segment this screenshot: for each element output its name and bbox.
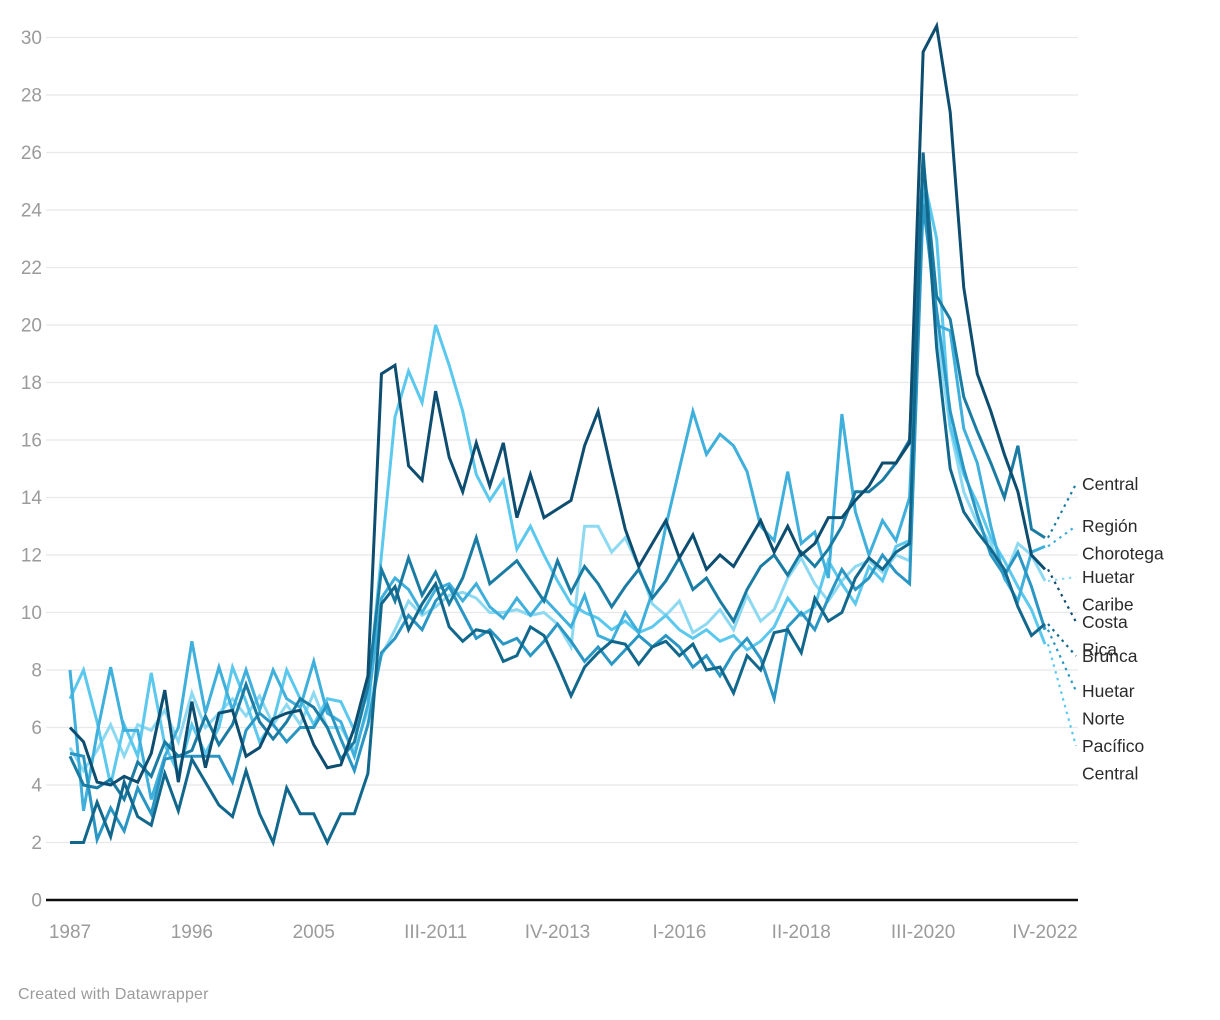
x-tick-label-III-2020: III-2020 [891,922,955,943]
x-tick-label-2005: 2005 [293,922,335,943]
x-tick-label-I-2016: I-2016 [652,922,706,943]
y-tick-label-24: 24 [21,201,43,222]
series-label-huetar-norte[interactable]: Huetar Norte [1082,681,1135,729]
series-line-central[interactable] [68,158,1046,803]
series-line-huetar-caribe[interactable] [68,186,1047,774]
y-tick-label-28: 28 [21,86,42,107]
y-tick-label-18: 18 [21,373,42,394]
label-leader-huetar-norte [1046,629,1078,692]
x-tick-label-II-2018: II-2018 [772,922,831,943]
y-tick-label-0: 0 [31,891,42,912]
x-tick-label-IV-2022: IV-2022 [1012,922,1078,943]
datawrapper-credit: Created with Datawrapper [18,986,209,1003]
series-line-huetar-norte[interactable] [69,204,1047,845]
label-leader-huetar-caribe [1047,575,1077,582]
x-tick-label-1996: 1996 [171,922,213,943]
label-leader-regi-n-chorotega [1047,525,1077,548]
label-leader-central [1047,483,1077,539]
x-tick-label-III-2011: III-2011 [404,922,467,943]
line-chart: 0 2 4 6 8 10 12 14 16 18 20 22 24 26 28 30 1987 1996 2005 I… [21,21,1164,943]
y-tick-label-6: 6 [31,718,42,739]
y-tick-label-12: 12 [21,546,42,567]
x-tick-label-IV-2013: IV-2013 [525,922,591,943]
label-leader-costa-rica [1047,568,1077,623]
y-tick-label-4: 4 [31,776,42,797]
label-leader-pac-fico-central [1046,643,1078,747]
series-line-brunca[interactable] [70,152,1046,847]
y-tick-label-10: 10 [21,603,42,624]
y-tick-label-20: 20 [21,316,42,337]
y-tick-label-22: 22 [21,258,42,279]
y-tick-label-2: 2 [31,833,42,854]
y-tick-label-16: 16 [21,431,42,452]
label-leader-brunca [1047,623,1077,657]
y-tick-label-26: 26 [21,143,42,164]
x-tick-label-1987: 1987 [49,922,91,943]
series-label-brunca[interactable]: Brunca [1082,646,1138,666]
series-label-costa-rica[interactable]: Costa Rica [1082,612,1128,660]
series-line-costa-rica[interactable] [68,21,1047,787]
y-tick-label-8: 8 [31,661,42,682]
series-line-pac-fico-central[interactable] [68,175,1047,786]
series-label-central[interactable]: Central [1082,474,1138,494]
y-tick-label-30: 30 [21,28,42,49]
y-tick-label-14: 14 [21,488,43,509]
series-label-pac-fico-central[interactable]: Pacífico Central [1082,736,1144,784]
series-label-regi-n-chorotega[interactable]: Región Chorotega [1082,516,1164,564]
series-label-huetar-caribe[interactable]: Huetar Caribe [1082,567,1135,615]
